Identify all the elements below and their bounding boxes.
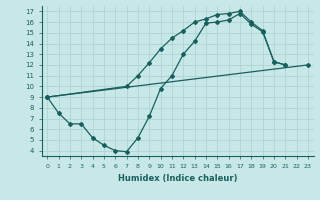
X-axis label: Humidex (Indice chaleur): Humidex (Indice chaleur) <box>118 174 237 183</box>
